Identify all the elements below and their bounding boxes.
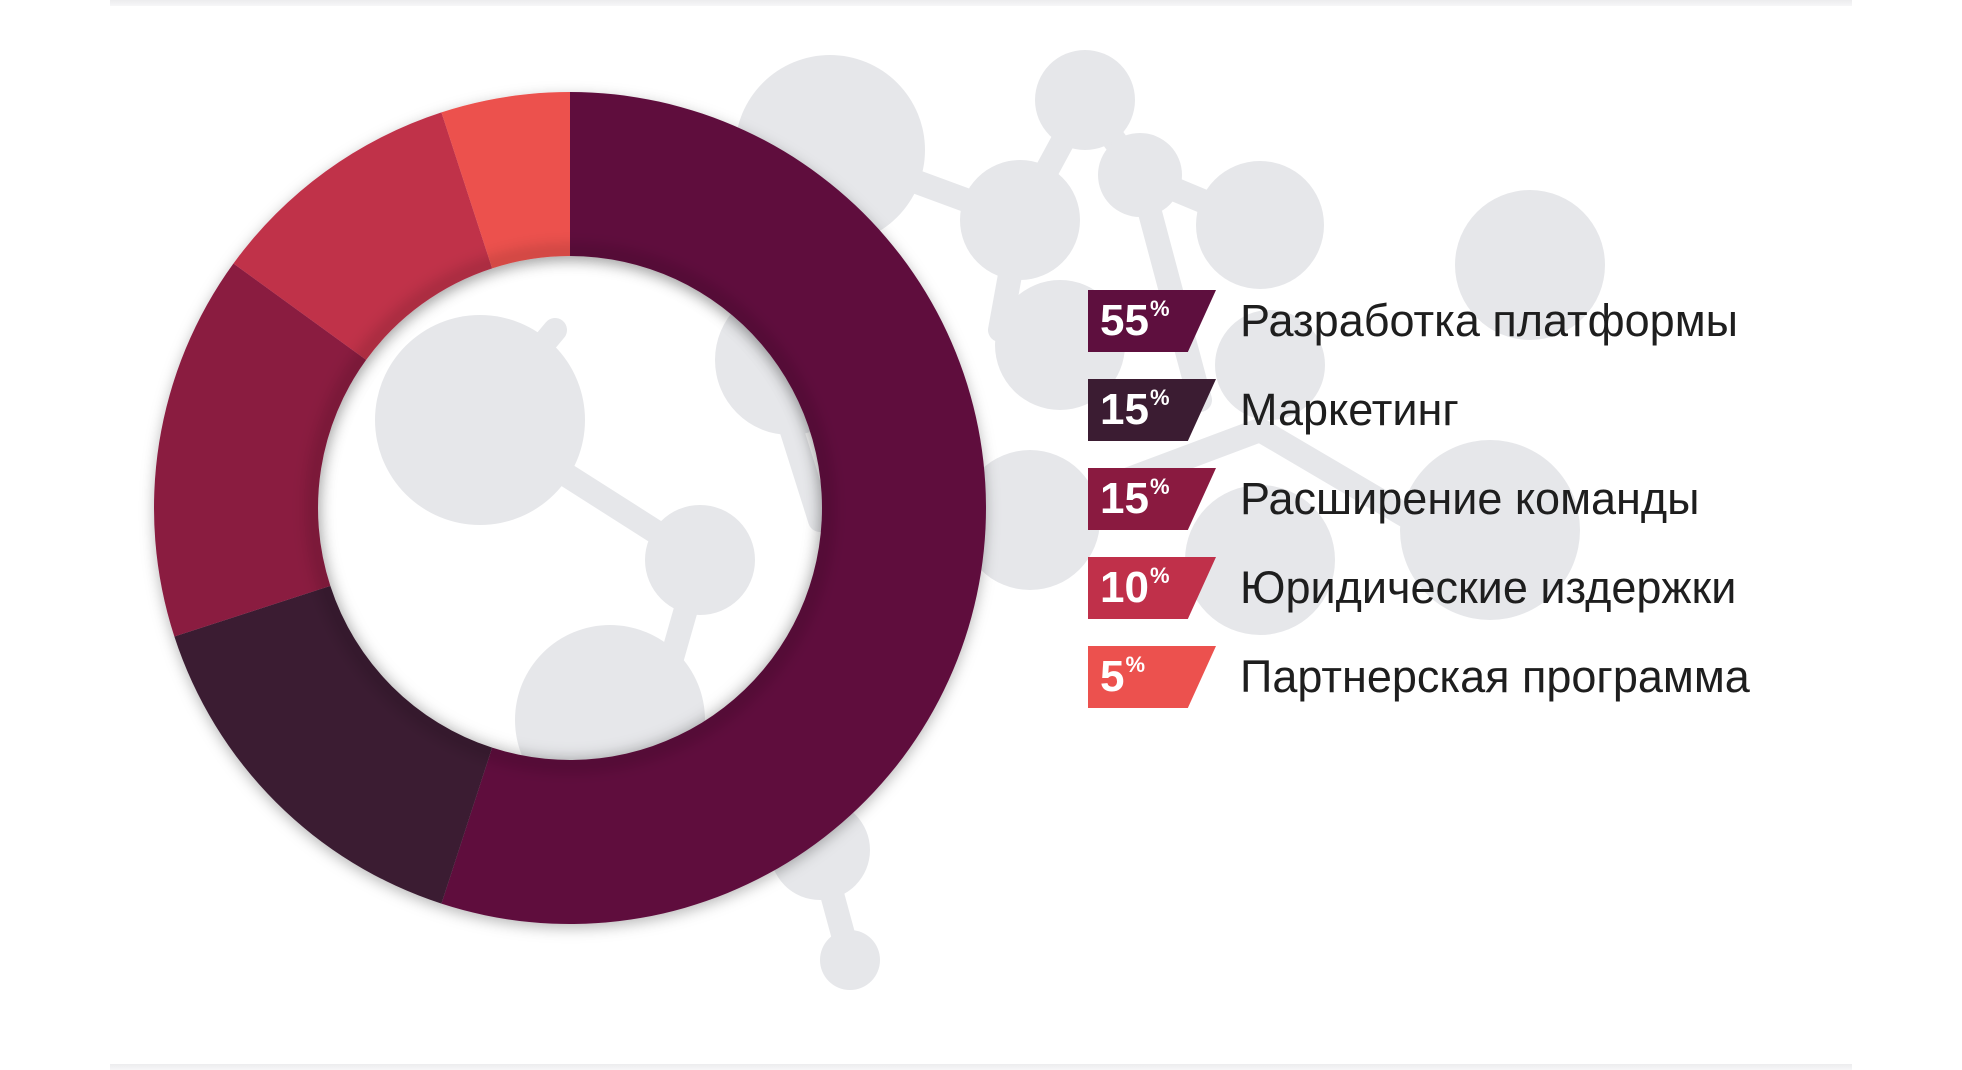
donut-slice-2 (174, 585, 493, 904)
chart-legend: 55% Разработка платформы 15% Маркетинг 15% Ра… (1088, 290, 1750, 735)
legend-item: 5% Партнерская программа (1088, 646, 1750, 708)
legend-percent-sign: % (1149, 474, 1170, 499)
legend-percent-sign: % (1149, 296, 1170, 321)
legend-item: 55% Разработка платформы (1088, 290, 1750, 352)
legend-item: 15% Расширение команды (1088, 468, 1750, 530)
legend-percent-sign: % (1149, 563, 1170, 588)
legend-label: Маркетинг (1240, 384, 1459, 435)
donut-inner-shadow (309, 247, 831, 769)
legend-percent-value: 55 (1100, 296, 1149, 345)
legend-percent-badge: 15% (1088, 468, 1216, 530)
legend-label: Партнерская программа (1240, 651, 1750, 702)
legend-item: 15% Маркетинг (1088, 379, 1750, 441)
legend-percent-badge: 5% (1088, 646, 1216, 708)
bottom-divider (110, 1064, 1852, 1070)
top-divider (110, 0, 1852, 6)
legend-percent-value: 15 (1100, 385, 1149, 434)
legend-percent-sign: % (1125, 652, 1146, 677)
legend-percent-value: 15 (1100, 474, 1149, 523)
legend-percent-badge: 15% (1088, 379, 1216, 441)
donut-slice-5 (441, 92, 570, 269)
legend-percent-sign: % (1149, 385, 1170, 410)
legend-percent-value: 10 (1100, 563, 1149, 612)
legend-item: 10% Юридические издержки (1088, 557, 1750, 619)
legend-label: Разработка платформы (1240, 295, 1738, 346)
legend-percent-badge: 55% (1088, 290, 1216, 352)
legend-label: Юридические издержки (1240, 562, 1737, 613)
donut-slice-1 (441, 92, 986, 925)
legend-label: Расширение команды (1240, 473, 1700, 524)
legend-percent-badge: 10% (1088, 557, 1216, 619)
legend-percent-value: 5 (1100, 652, 1125, 701)
